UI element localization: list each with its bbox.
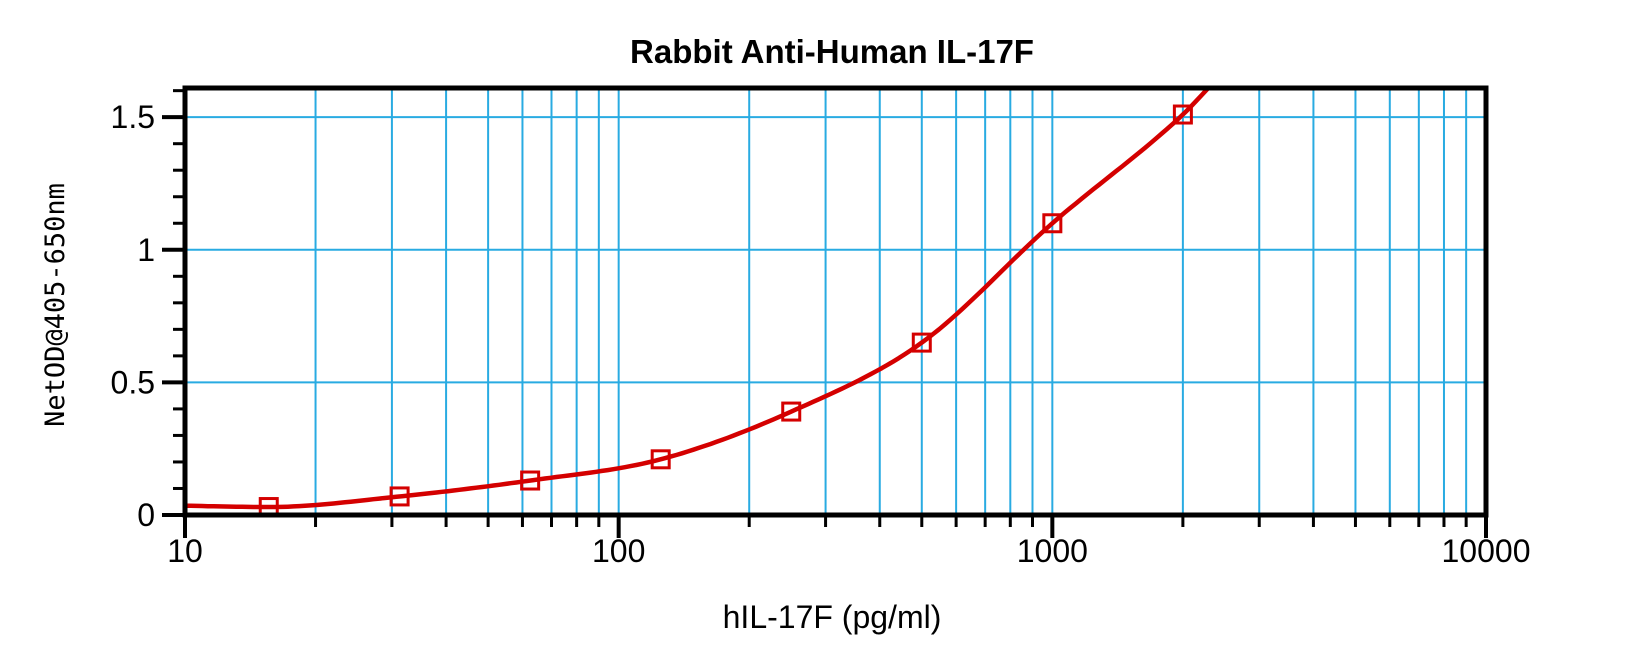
standard-curve bbox=[185, 88, 1212, 510]
plot-frame bbox=[182, 85, 1489, 518]
data-point-marker bbox=[520, 470, 541, 491]
chart-title: Rabbit Anti-Human IL-17F bbox=[630, 33, 1034, 70]
y-axis-label: NetOD@405-650nm bbox=[40, 183, 71, 427]
curve-layer bbox=[185, 88, 1212, 510]
data-point-marker bbox=[781, 401, 802, 422]
y-tick-label: 1 bbox=[137, 232, 155, 268]
x-tick-label: 1000 bbox=[1017, 533, 1088, 569]
data-point-marker bbox=[911, 332, 932, 353]
y-tick-label: 0.5 bbox=[111, 364, 155, 400]
y-tick-label: 0 bbox=[137, 497, 155, 533]
data-point-marker bbox=[650, 449, 671, 470]
data-point-marker bbox=[1172, 104, 1193, 125]
frame-layer bbox=[182, 85, 1489, 518]
x-tick-label: 10 bbox=[167, 533, 203, 569]
x-tick-label: 10000 bbox=[1442, 533, 1531, 569]
data-point-marker bbox=[389, 486, 410, 507]
tick-layer bbox=[162, 89, 1488, 538]
x-tick-label: 100 bbox=[592, 533, 645, 569]
x-axis-label: hIL-17F (pg/ml) bbox=[723, 599, 942, 635]
y-tick-label: 1.5 bbox=[111, 99, 155, 135]
data-point-marker bbox=[1042, 213, 1063, 234]
tick-label-layer: 10 100 1000 10000 0 0.5 1 1.5 bbox=[111, 99, 1531, 569]
gridlines-layer bbox=[185, 88, 1486, 515]
